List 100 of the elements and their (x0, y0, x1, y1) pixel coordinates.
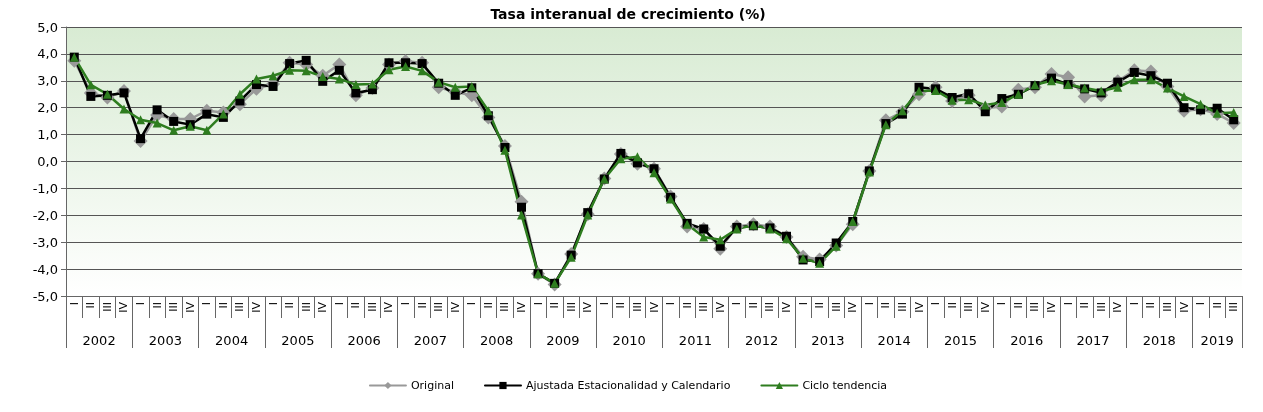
x-tick-label: IV (382, 301, 396, 313)
text: 2006 (347, 333, 381, 348)
x-tick-label: IV (780, 301, 794, 313)
x-tick-label: I (332, 302, 346, 306)
x-tick-label: I (531, 302, 545, 306)
x-tick-label: III (299, 302, 313, 312)
x-tick-label: IV (581, 301, 595, 313)
text: 2007 (413, 333, 447, 348)
y-tick-label: 4,0 (37, 46, 58, 62)
x-tick-label: III (962, 302, 976, 312)
x-tick-label: III (763, 302, 777, 312)
x-tick-label: III (365, 302, 379, 312)
x-tick-label: I (929, 302, 943, 306)
x-tick-label: I (200, 302, 214, 306)
y-tick-label: -5,0 (32, 288, 58, 304)
x-tick-label: I (266, 302, 280, 306)
x-tick-label: IV (1045, 301, 1059, 313)
x-tick-label: II (150, 302, 164, 309)
x-tick-label: I (664, 302, 678, 306)
x-tick-label: I (730, 302, 744, 306)
x-tick-label: IV (448, 301, 462, 313)
x-tick-label: IV (183, 301, 197, 313)
x-tick-label: III (233, 302, 247, 312)
x-tick-label: II (349, 302, 363, 309)
x-tick-label: III (1028, 302, 1042, 312)
x-tick-label: II (1078, 302, 1092, 309)
x-tick-label: I (1194, 302, 1208, 306)
text: 2009 (546, 333, 580, 348)
text: 2015 (943, 333, 977, 348)
y-tick-label: 1,0 (37, 127, 58, 143)
x-tick-label: II (1011, 302, 1025, 309)
x-tick-label: II (216, 302, 230, 309)
x-tick-label: III (432, 302, 446, 312)
legend-label: Ajustada Estacionalidad y Calendario (525, 379, 731, 392)
text: 2005 (281, 333, 315, 348)
x-tick-label: III (564, 302, 578, 312)
x-tick-label: II (614, 302, 628, 309)
x-tick-label: I (995, 302, 1009, 306)
x-tick-label: IV (249, 301, 263, 313)
x-tick-label: I (1061, 302, 1075, 306)
y-tick-label: 0,0 (37, 154, 58, 169)
x-tick-label: IV (846, 301, 860, 313)
text: 2011 (678, 333, 712, 348)
x-tick-label: III (1227, 302, 1241, 312)
x-tick-label: I (862, 302, 876, 306)
x-tick-label: II (415, 302, 429, 309)
x-tick-label: I (465, 302, 479, 306)
x-tick-label: IV (1177, 301, 1191, 313)
x-tick-label: II (548, 302, 562, 309)
text: 2013 (811, 333, 845, 348)
x-tick-label: II (481, 302, 495, 309)
x-tick-label: II (84, 302, 98, 309)
x-tick-label: II (945, 302, 959, 309)
y-tick-label: -2,0 (32, 207, 58, 223)
x-tick-label: I (796, 302, 810, 306)
x-tick-label: II (879, 302, 893, 309)
x-tick-label: II (283, 302, 297, 309)
x-tick-label: IV (978, 301, 992, 313)
text: 2003 (148, 333, 182, 348)
text: 2017 (1076, 333, 1110, 348)
text: 2010 (612, 333, 646, 348)
chart-title: Tasa interanual de crecimiento (%) (490, 6, 766, 22)
y-tick-label: 3,0 (37, 73, 58, 89)
x-tick-label: IV (117, 301, 131, 313)
x-tick-label: III (498, 302, 512, 312)
x-tick-label: II (813, 302, 827, 309)
x-tick-label: II (746, 302, 760, 309)
y-tick-label: 2,0 (37, 100, 58, 116)
x-tick-label: I (399, 302, 413, 306)
x-tick-label: I (67, 302, 81, 306)
x-tick-label: II (680, 302, 694, 309)
x-tick-label: IV (514, 301, 528, 313)
y-tick-label: -1,0 (32, 180, 58, 196)
x-tick-label: IV (647, 301, 661, 313)
x-tick-label: I (134, 302, 148, 306)
x-tick-label: III (100, 302, 114, 312)
x-tick-label: III (1094, 302, 1108, 312)
text: 2016 (1010, 333, 1044, 348)
x-tick-label: II (1210, 302, 1224, 309)
x-tick-label: III (829, 302, 843, 312)
text: 2014 (877, 333, 911, 348)
x-tick-label: IV (713, 301, 727, 313)
x-tick-label: III (697, 302, 711, 312)
legend-label: Original (410, 379, 454, 392)
text: 2004 (215, 333, 249, 348)
text: 2008 (480, 333, 514, 348)
y-tick-label: -4,0 (32, 261, 58, 277)
y-tick-label: -3,0 (32, 234, 58, 250)
y-tick-label: 5,0 (37, 19, 58, 35)
x-tick-label: II (1144, 302, 1158, 309)
x-tick-label: III (630, 302, 644, 312)
x-tick-label: III (1160, 302, 1174, 312)
x-tick-label: IV (912, 301, 926, 313)
text: 2012 (745, 333, 779, 348)
text: 2002 (82, 333, 116, 348)
x-tick-label: III (895, 302, 909, 312)
text: 2019 (1200, 333, 1234, 348)
x-tick-label: I (1127, 302, 1141, 306)
x-tick-label: I (597, 302, 611, 306)
legend-label: Ciclo tendencia (802, 379, 888, 392)
